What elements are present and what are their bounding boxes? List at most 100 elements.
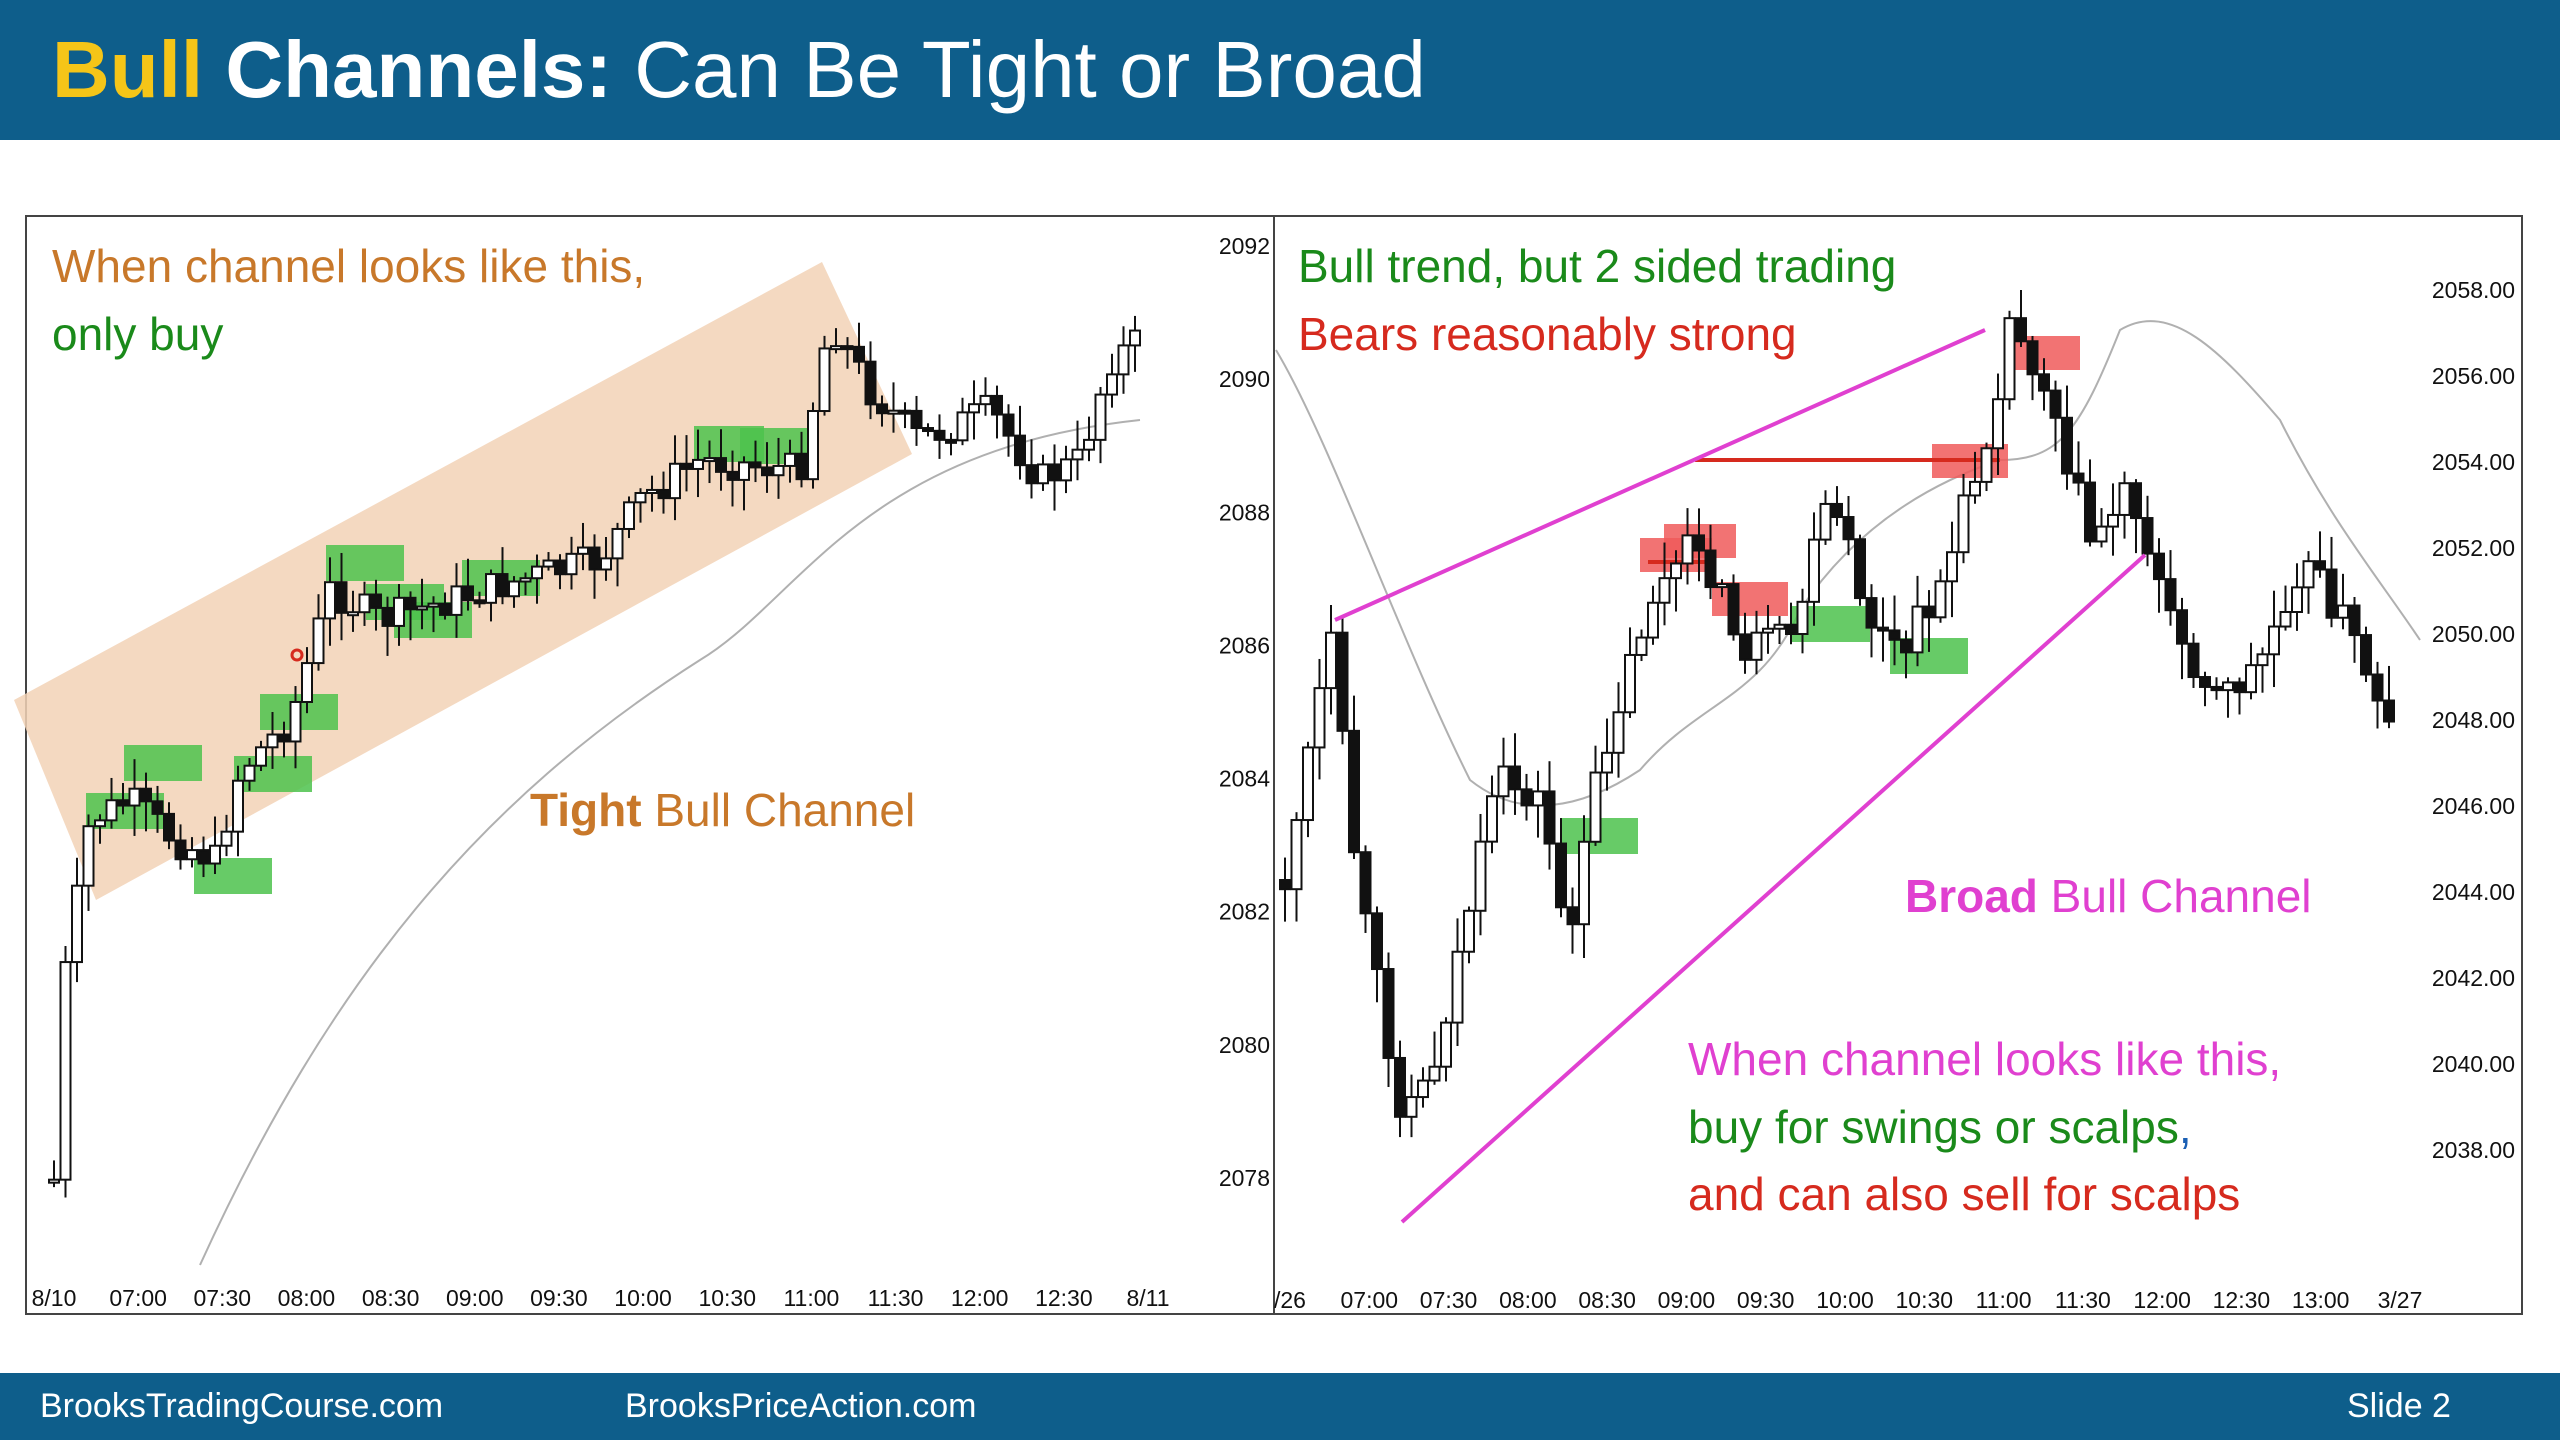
candle-body — [1658, 577, 1671, 604]
right-yright-tick: 2038.00 — [2432, 1137, 2515, 1163]
candle-body — [738, 461, 750, 481]
left-xlabels-tick: 07:30 — [194, 1285, 252, 1311]
candle-body — [1670, 562, 1682, 580]
right-left-axis-labels: 2092 2090 2088 2086 2084 2082 2080 2078 — [1219, 233, 1270, 1191]
candle-body — [979, 394, 992, 406]
candle-body — [1877, 626, 1889, 632]
slide-number: Slide 2 — [2347, 1387, 2451, 1425]
right-xlabels-tick: 12:30 — [2213, 1287, 2271, 1313]
right-xlabels-tick: 3/27 — [2378, 1287, 2423, 1313]
candle-body — [623, 501, 635, 530]
candle-body — [2245, 664, 2257, 694]
candle-body — [1025, 464, 1038, 485]
candle-body — [289, 700, 302, 743]
candle-body — [2072, 472, 2085, 484]
left-moving-average — [199, 419, 1141, 1266]
candle-body — [1911, 605, 1924, 654]
candle-body — [968, 403, 980, 414]
candle-body — [1474, 840, 1487, 912]
right-yright-tick: 2058.00 — [2432, 277, 2515, 303]
right-bottom-line1: When channel looks like this, — [1688, 1033, 2281, 1085]
candle-body — [105, 799, 118, 822]
candle-body — [922, 427, 934, 433]
candle-body — [1647, 601, 1659, 639]
right-annotation-line2: Bears reasonably strong — [1298, 308, 1797, 360]
candle-body — [991, 394, 1003, 416]
candle-body — [1106, 373, 1118, 396]
left-xlabels-tick: 12:00 — [951, 1285, 1009, 1311]
candle-body — [2256, 653, 2269, 667]
candle-body — [657, 488, 670, 500]
right-yleft-tick: 2086 — [1219, 632, 1270, 658]
candle-body — [427, 602, 440, 608]
candle-body — [1946, 551, 1958, 583]
left-xlabels-tick: 10:00 — [614, 1285, 672, 1311]
candle-body — [1417, 1079, 1429, 1099]
candle-body — [1037, 463, 1049, 485]
candle-body — [1117, 344, 1130, 376]
candle-body — [531, 565, 543, 580]
right-yleft-tick: 2080 — [1219, 1032, 1270, 1058]
right-xlabels-tick: 09:30 — [1737, 1287, 1795, 1313]
candle-body — [2302, 560, 2315, 589]
candle-body — [1704, 549, 1717, 589]
candle-body — [2061, 416, 2073, 475]
candle-body — [1612, 711, 1625, 754]
candle-body — [1854, 538, 1866, 600]
right-bottom-line3: and can also sell for scalps — [1688, 1168, 2240, 1220]
footer-center-link[interactable]: BrooksPriceAction.com — [625, 1387, 977, 1425]
candle-body — [2314, 560, 2326, 571]
candle-body — [1463, 909, 1475, 953]
candle-body — [899, 409, 911, 415]
right-xlabels-tick: /26 — [1274, 1287, 1306, 1313]
right-yright-tick: 2042.00 — [2432, 965, 2515, 991]
candle-body — [1589, 771, 1602, 843]
candle-body — [416, 605, 428, 611]
candle-body — [1888, 629, 1901, 641]
left-xlabels-tick: 09:00 — [446, 1285, 504, 1311]
candle-body — [1727, 583, 1740, 636]
candle-body — [301, 662, 313, 703]
candle-body — [1739, 633, 1751, 661]
candle-body — [128, 787, 141, 807]
left-x-axis-labels: 8/10 07:00 07:30 08:00 08:30 09:00 09:30 10:00 1… — [32, 1285, 1170, 1311]
candle-body — [1957, 494, 1970, 554]
candle-body — [2038, 373, 2050, 392]
candle-body — [841, 345, 854, 351]
candle-body — [1785, 623, 1797, 635]
candle-body — [473, 599, 486, 605]
right-yleft-tick: 2078 — [1219, 1165, 1270, 1191]
footer-left-link[interactable]: BrooksTradingCourse.com — [40, 1387, 444, 1425]
right-x-axis-labels: /26 07:00 07:30 08:00 08:30 09:00 09:30 10:00 10… — [1274, 1287, 2422, 1313]
candle-body — [715, 457, 727, 473]
left-xlabels-tick: 8/11 — [1126, 1285, 1169, 1311]
right-xlabels-tick: 07:00 — [1341, 1287, 1399, 1313]
candle-body — [887, 409, 900, 415]
candle-body — [761, 466, 773, 477]
left-xlabels-tick: 11:30 — [868, 1285, 924, 1311]
candle-body — [1796, 600, 1809, 635]
candle-body — [864, 360, 877, 406]
candle-body — [71, 884, 83, 964]
candle-body — [1842, 516, 1855, 541]
left-xlabels-tick: 12:30 — [1035, 1285, 1093, 1311]
candle-body — [163, 812, 175, 842]
right-yright-tick: 2048.00 — [2432, 707, 2515, 733]
broad-label-bold: Broad — [1905, 870, 2038, 922]
right-yleft-tick: 2084 — [1219, 766, 1270, 792]
candle-body — [1336, 631, 1349, 732]
candle-body — [1083, 438, 1095, 451]
candle-body — [2049, 389, 2062, 419]
candle-body — [956, 411, 969, 442]
candle-body — [519, 577, 532, 583]
candle-body — [232, 779, 244, 833]
right-xlabels-tick: 09:00 — [1658, 1287, 1716, 1313]
title-bar: Bull Channels: Can Be Tight or Broad — [0, 0, 2560, 140]
candle-body — [358, 593, 371, 614]
candle-body — [2360, 634, 2372, 676]
candle-body — [1992, 398, 2004, 450]
candle-body — [1578, 840, 1590, 926]
candle-body — [2383, 699, 2395, 723]
candle-body — [542, 559, 555, 568]
